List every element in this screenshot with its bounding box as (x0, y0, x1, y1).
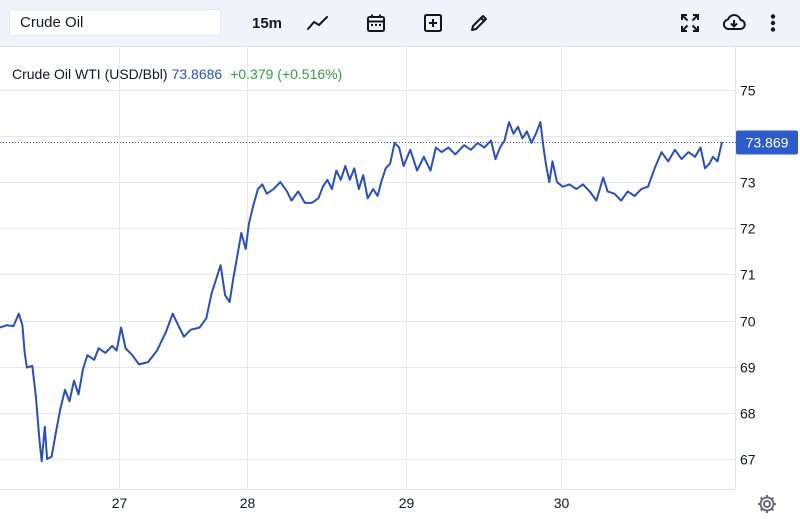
time-tick-label: 27 (112, 495, 128, 511)
download-button[interactable] (721, 8, 747, 38)
price-tick-label: 67 (740, 452, 756, 468)
time-tick-label: 29 (399, 495, 415, 511)
gear-icon (758, 495, 776, 513)
more-options-icon (770, 14, 776, 32)
chart-settings-button[interactable] (757, 494, 777, 514)
legend-symbol-name: Crude Oil WTI (USD/Bbl) (12, 66, 168, 82)
last-price-tag-bg (736, 130, 798, 155)
download-icon (722, 14, 746, 30)
price-tick-label: 75 (740, 83, 756, 99)
chart-type-button[interactable] (305, 8, 331, 38)
price-tick-label: 69 (740, 360, 756, 376)
price-tick-label: 72 (740, 221, 756, 237)
add-indicator-button[interactable] (421, 8, 445, 38)
last-price-label: 73.869 (746, 135, 789, 151)
fullscreen-icon (681, 14, 699, 32)
legend-change: +0.379 (+0.516%) (230, 66, 343, 82)
price-tick-label: 70 (740, 314, 756, 330)
interval-label: 15m (251, 14, 283, 32)
time-tick-label: 30 (554, 495, 570, 511)
price-tick-label: 71 (740, 267, 756, 283)
legend-price: 73.8686 (171, 66, 223, 82)
calendar-icon (367, 14, 385, 32)
top-toolbar: 15m (0, 0, 800, 47)
line-chart-icon (307, 16, 328, 30)
price-tick-label: 68 (740, 406, 756, 422)
add-indicator-icon (424, 14, 442, 32)
drawing-tools-button[interactable] (467, 8, 491, 38)
fullscreen-button[interactable] (678, 8, 702, 38)
last-price-tag: 73.869 (736, 130, 798, 155)
time-tick-label: 28 (240, 495, 256, 511)
price-series-line (0, 121, 723, 463)
chart-grid (0, 46, 736, 489)
price-tick-label: 73 (740, 175, 756, 191)
date-range-button[interactable] (364, 8, 388, 38)
chart-legend: Crude Oil WTI (USD/Bbl) 73.8686 +0.379 (+0… (12, 66, 342, 82)
time-axis-labels: 27 28 29 30 (112, 495, 570, 511)
more-options-button[interactable] (766, 8, 780, 38)
draw-pencil-icon (471, 15, 487, 31)
interval-selector[interactable]: 15m (250, 8, 284, 38)
symbol-search-input[interactable] (9, 9, 221, 36)
